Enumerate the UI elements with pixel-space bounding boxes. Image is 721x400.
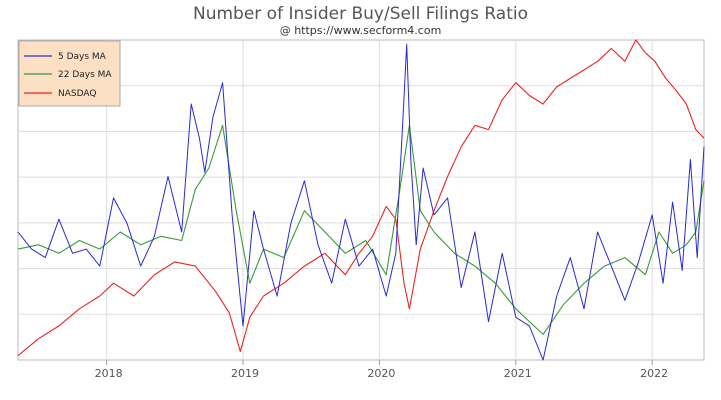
series-layer (17, 39, 705, 361)
series-line-5-days-ma (17, 43, 705, 361)
x-axis-ticks: 2018 2019 2020 2021 2022 (95, 360, 668, 380)
legend-label-5-days-ma: 5 Days MA (58, 52, 107, 62)
legend-label-22-days-ma: 22 Days MA (58, 70, 112, 80)
x-tick-label: 2020 (367, 367, 395, 380)
chart-title: Number of Insider Buy/Sell Filings Ratio (192, 4, 528, 24)
x-tick-label: 2021 (504, 367, 532, 380)
series-line-nasdaq (17, 39, 705, 357)
legend-label-nasdaq: NASDAQ (58, 89, 96, 99)
x-tick-label: 2022 (640, 367, 668, 380)
x-tick-label: 2018 (95, 367, 123, 380)
x-tick-label: 2019 (231, 367, 259, 380)
series-line-22-days-ma (17, 124, 705, 335)
chart-subtitle: @ https://www.secform4.com (279, 24, 442, 37)
legend: 5 Days MA 22 Days MA NASDAQ (18, 40, 121, 107)
plot-area-border (17, 39, 705, 361)
grid-lines (18, 40, 704, 360)
